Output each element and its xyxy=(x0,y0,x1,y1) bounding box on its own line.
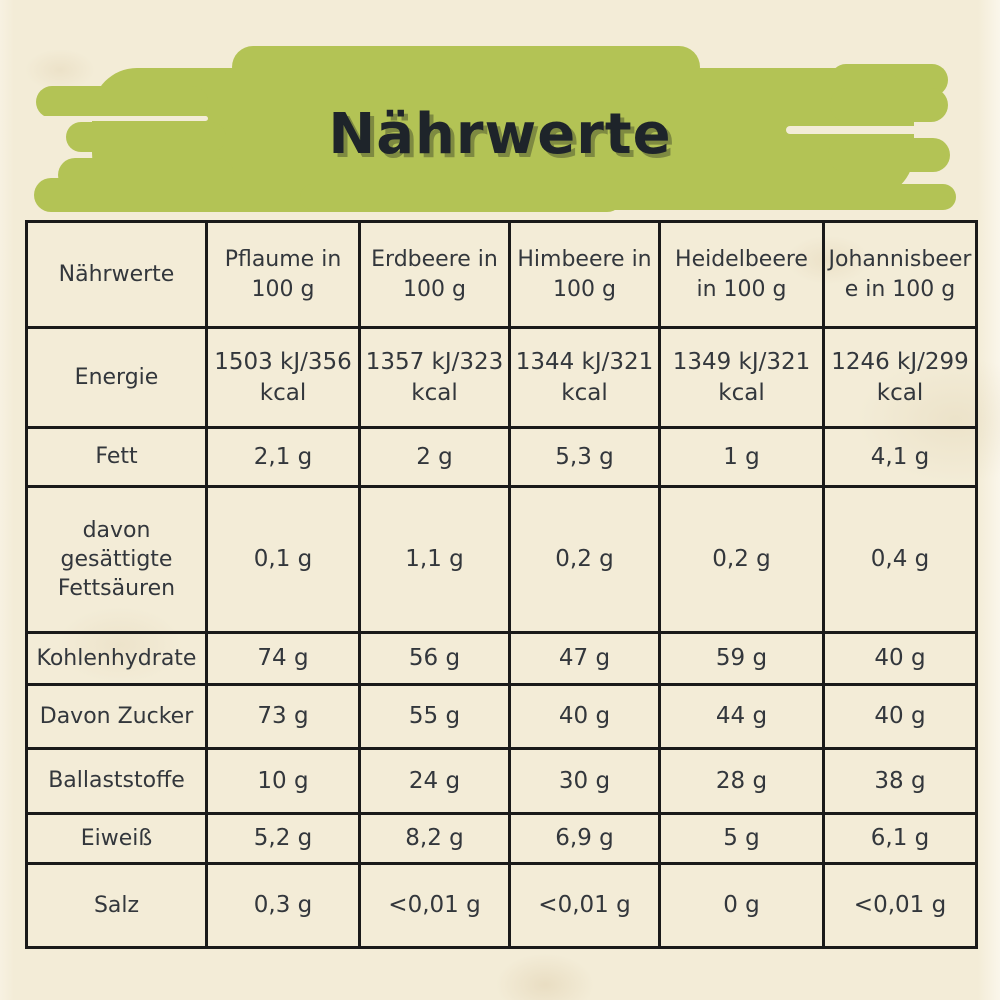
row-label-fett: Fett xyxy=(25,426,208,488)
value-cell: 47 g xyxy=(508,631,661,686)
row-label-davon-zucker: Davon Zucker xyxy=(25,683,208,750)
table-row-gesaettigte-fettsaeuren: davon gesättigte Fettsäuren 0,1 g 1,1 g … xyxy=(25,485,978,634)
page-title: Nährwerte xyxy=(328,102,672,167)
value-cell: 55 g xyxy=(358,683,511,750)
value-cell: 73 g xyxy=(205,683,361,750)
value-cell: 2,1 g xyxy=(205,426,361,488)
value-cell: 44 g xyxy=(658,683,825,750)
value-cell: 4,1 g xyxy=(822,426,978,488)
value-cell: <0,01 g xyxy=(822,862,978,949)
value-cell: 0,1 g xyxy=(205,485,361,634)
value-cell: 6,1 g xyxy=(822,812,978,865)
row-label-kohlenhydrate: Kohlenhydrate xyxy=(25,631,208,686)
value-cell: 1,1 g xyxy=(358,485,511,634)
value-cell: 5 g xyxy=(658,812,825,865)
table-row-ballaststoffe: Ballaststoffe 10 g 24 g 30 g 28 g 38 g xyxy=(25,747,978,815)
value-cell: 56 g xyxy=(358,631,511,686)
value-cell: 0,3 g xyxy=(205,862,361,949)
row-label-energie: Energie xyxy=(25,326,208,429)
nutrition-table: Nährwerte Pflaume in 100 g Erdbeere in 1… xyxy=(25,220,978,949)
table-row-energie: Energie 1503 kJ/356 kcal 1357 kJ/323 kca… xyxy=(25,326,978,429)
value-cell: 1349 kJ/321 kcal xyxy=(658,326,825,429)
value-cell: 1246 kJ/299 kcal xyxy=(822,326,978,429)
value-cell: 0,4 g xyxy=(822,485,978,634)
column-header-heidelbeere: Heidelbeere in 100 g xyxy=(658,220,825,329)
value-cell: 8,2 g xyxy=(358,812,511,865)
table-header-row: Nährwerte Pflaume in 100 g Erdbeere in 1… xyxy=(25,220,978,329)
row-label-salz: Salz xyxy=(25,862,208,949)
value-cell: 74 g xyxy=(205,631,361,686)
value-cell: 0,2 g xyxy=(658,485,825,634)
value-cell: 5,3 g xyxy=(508,426,661,488)
row-label-ballaststoffe: Ballaststoffe xyxy=(25,747,208,815)
value-cell: <0,01 g xyxy=(358,862,511,949)
value-cell: 1 g xyxy=(658,426,825,488)
value-cell: 0 g xyxy=(658,862,825,949)
value-cell: 28 g xyxy=(658,747,825,815)
row-label-eiweiss: Eiweiß xyxy=(25,812,208,865)
value-cell: 40 g xyxy=(822,631,978,686)
value-cell: 6,9 g xyxy=(508,812,661,865)
value-cell: 2 g xyxy=(358,426,511,488)
column-header-johannisbeere: Johannisbeere in 100 g xyxy=(822,220,978,329)
table-row-eiweiss: Eiweiß 5,2 g 8,2 g 6,9 g 5 g 6,1 g xyxy=(25,812,978,865)
value-cell: 30 g xyxy=(508,747,661,815)
value-cell: 1503 kJ/356 kcal xyxy=(205,326,361,429)
value-cell: 38 g xyxy=(822,747,978,815)
corner-header-naehrwerte: Nährwerte xyxy=(25,220,208,329)
column-header-himbeere: Himbeere in 100 g xyxy=(508,220,661,329)
value-cell: 10 g xyxy=(205,747,361,815)
column-header-pflaume: Pflaume in 100 g xyxy=(205,220,361,329)
row-label-gesaettigte-fettsaeuren: davon gesättigte Fettsäuren xyxy=(25,485,208,634)
table-row-salz: Salz 0,3 g <0,01 g <0,01 g 0 g <0,01 g xyxy=(25,862,978,949)
value-cell: 40 g xyxy=(822,683,978,750)
table-row-fett: Fett 2,1 g 2 g 5,3 g 1 g 4,1 g xyxy=(25,426,978,488)
value-cell: 0,2 g xyxy=(508,485,661,634)
table-row-kohlenhydrate: Kohlenhydrate 74 g 56 g 47 g 59 g 40 g xyxy=(25,631,978,686)
value-cell: 5,2 g xyxy=(205,812,361,865)
column-header-erdbeere: Erdbeere in 100 g xyxy=(358,220,511,329)
value-cell: 1357 kJ/323 kcal xyxy=(358,326,511,429)
value-cell: <0,01 g xyxy=(508,862,661,949)
table-row-davon-zucker: Davon Zucker 73 g 55 g 40 g 44 g 40 g xyxy=(25,683,978,750)
value-cell: 40 g xyxy=(508,683,661,750)
value-cell: 1344 kJ/321 kcal xyxy=(508,326,661,429)
value-cell: 59 g xyxy=(658,631,825,686)
value-cell: 24 g xyxy=(358,747,511,815)
brush-stroke-icon xyxy=(30,46,956,212)
brush-stroke-banner xyxy=(0,0,1000,240)
